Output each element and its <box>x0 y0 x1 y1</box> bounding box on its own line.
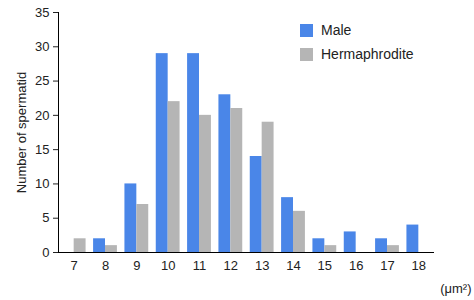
svg-text:20: 20 <box>35 108 49 123</box>
svg-text:18: 18 <box>412 258 426 273</box>
svg-text:12: 12 <box>224 258 238 273</box>
svg-text:10: 10 <box>35 176 49 191</box>
svg-text:7: 7 <box>71 258 78 273</box>
svg-text:25: 25 <box>35 73 49 88</box>
svg-text:0: 0 <box>42 245 49 260</box>
svg-text:8: 8 <box>102 258 109 273</box>
svg-text:13: 13 <box>255 258 269 273</box>
html-text:Hermaphrodite: Hermaphrodite <box>321 46 414 62</box>
svg-text:15: 15 <box>35 142 49 157</box>
svg-text:9: 9 <box>133 258 140 273</box>
svg-text:35: 35 <box>35 5 49 20</box>
svg-text:30: 30 <box>35 39 49 54</box>
svg-text:(μm²): (μm²) <box>440 281 471 296</box>
svg-text:14: 14 <box>286 258 300 273</box>
html-text:Male: Male <box>321 22 352 38</box>
svg-text:11: 11 <box>193 258 207 273</box>
svg-text:15: 15 <box>318 258 332 273</box>
svg-text:10: 10 <box>161 258 175 273</box>
svg-text:Number of spermatid: Number of spermatid <box>14 72 29 193</box>
svg-text:17: 17 <box>380 258 394 273</box>
svg-text:5: 5 <box>42 210 49 225</box>
svg-text:16: 16 <box>349 258 363 273</box>
